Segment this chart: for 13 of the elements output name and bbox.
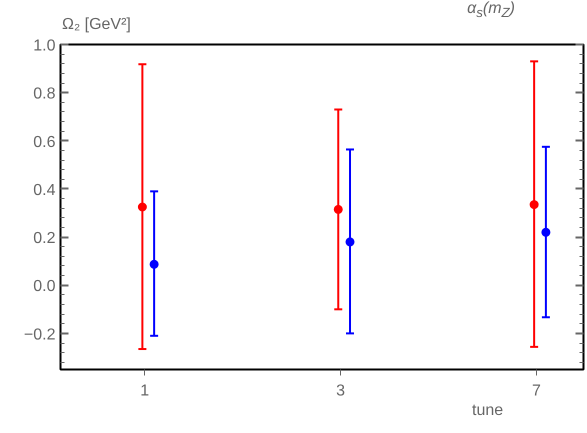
x-tick-label: 1	[140, 382, 150, 400]
x-axis-title: tune	[472, 401, 504, 421]
x-tick-label: 7	[532, 382, 542, 400]
y-tick-label: 0.0	[33, 278, 56, 296]
y-tick-label: 0.4	[33, 182, 56, 199]
y-tick-label: 1.0	[33, 38, 56, 54]
y-tick-label: 0.8	[33, 86, 56, 103]
y-axis-title: Ω₂ [GeV²]	[62, 15, 131, 35]
text: α$_{s}$(m$_{Z}$)	[467, 0, 515, 22]
y-tick-label: 0.2	[33, 230, 56, 248]
x-tick-label: 3	[336, 382, 346, 400]
y-tick-label: 0.6	[33, 134, 56, 151]
y-tick-label: −0.2	[24, 326, 56, 344]
